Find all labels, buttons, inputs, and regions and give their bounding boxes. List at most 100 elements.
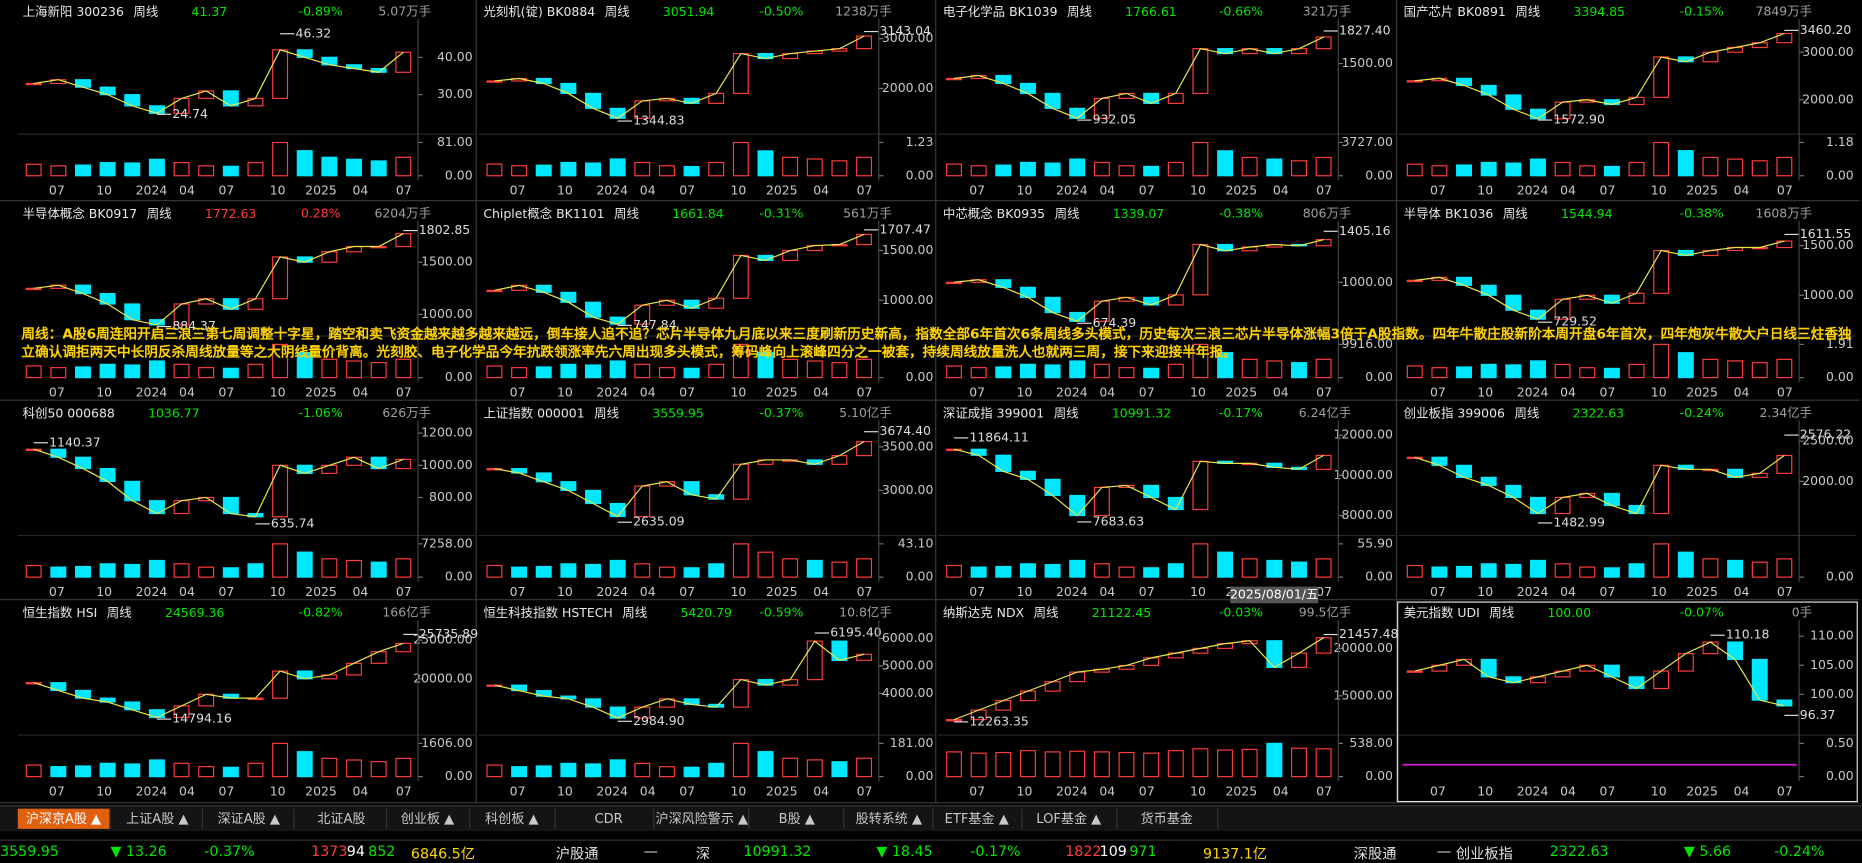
tab[interactable]: B股 ▲ [751,808,845,829]
x-tick-label: 10 [1190,385,1206,400]
x-tick-label: 07 [510,183,526,198]
tab[interactable]: 北证A股 [297,808,388,829]
status-item: — [1436,843,1452,860]
volume-bar [634,363,651,379]
tab[interactable]: LOF基金 ▲ [1021,808,1118,829]
status-item: 沪股通 [555,845,599,863]
candle [272,49,289,99]
low-label: 24.74 [172,106,208,121]
x-tick-label: 07 [510,784,526,799]
panel-period: 周线 [605,3,630,18]
volume-bar [1702,558,1719,578]
volume-bar [1727,360,1744,379]
volume-bar [198,367,215,379]
candle [946,719,962,722]
tab[interactable]: 科创板 ▲ [469,808,556,829]
panel-price: 3051.94 [663,3,715,18]
close-line [1414,454,1785,515]
y-tick-label: 1000.00 [421,457,473,472]
tab[interactable]: 货币基金 [1116,808,1219,829]
volume-tick-label: 0.00 [1365,369,1393,384]
candle [1266,640,1283,668]
volume-bar [1069,360,1086,379]
y-tick-label: 3000.00 [1802,44,1854,59]
candle [732,463,749,500]
candle [1554,496,1571,515]
candle [99,467,116,482]
tab[interactable]: CDR [564,808,655,829]
low-label: 884.37 [172,318,216,333]
tab[interactable]: 创业板 ▲ [386,808,471,829]
volume-bar [1677,352,1694,379]
candle [585,92,601,109]
volume-bar [1167,563,1184,578]
volume-bar [222,567,239,578]
x-tick-label: 07 [857,385,873,400]
high-label: 3460.20 [1800,22,1852,37]
x-tick-label: 10 [1651,784,1667,799]
candle [486,684,503,687]
close-line [33,233,404,326]
panel-change: -0.50% [759,3,803,18]
tab[interactable]: 沪深风险警示 ▲ [656,808,750,829]
volume-bar [1554,563,1571,578]
volume-bar [757,352,774,379]
y-tick-label: 25000.00 [413,632,472,647]
volume-bar [831,160,848,177]
volume-bar [370,362,387,379]
high-label: 25735.89 [419,626,478,641]
y-tick-label: 1000.00 [1341,274,1393,289]
panel-header: 恒生科技指数 HSTECH 周线 5420.79 [483,604,732,619]
volume-bar [1192,141,1209,177]
volume-bar [395,156,412,177]
x-tick-label: 2025 [1225,183,1257,198]
y-tick-label: 3500.00 [882,438,934,453]
candle [222,496,239,515]
x-tick-label: 04 [353,183,369,198]
x-tick-label: 10 [730,183,746,198]
x-tick-label: 04 [640,183,656,198]
tab[interactable]: ETF基金 ▲ [932,808,1023,829]
panel-change: -0.89% [299,3,343,18]
volume-bar [1751,160,1768,177]
candle [634,485,651,518]
volume-bar [634,762,651,778]
tab[interactable]: 股转系统 ▲ [846,808,934,829]
x-tick-label: 10 [730,584,746,599]
volume-bar [124,162,141,177]
tab[interactable]: 深证A股 ▲ [204,808,295,829]
panel-volume: 6204万手 [374,205,431,220]
volume-bar [370,561,387,578]
volume-bar [1529,360,1546,379]
x-tick-label: 07 [1430,183,1446,198]
candle [486,80,503,83]
x-tick-label: 2024 [1056,784,1088,799]
panel-name: 半导体 BK1036 [1404,205,1494,220]
volume-tick-label: 81.00 [437,134,473,149]
x-tick-label: 07 [857,183,873,198]
panel-price: 10991.32 [1112,405,1171,420]
volume-bar [1266,158,1283,177]
volume-bar [1751,362,1768,379]
volume-tick-label: 3727.00 [1341,134,1393,149]
close-line [1414,641,1785,707]
volume-bar [370,761,387,778]
tab[interactable]: 沪深京A股 ▲ [17,808,111,829]
x-tick-label: 2025 [1225,385,1257,400]
high-label: 1707.47 [879,221,931,236]
panel-header: 光刻机(锭) BK0884 周线 3051.94 [483,3,714,18]
volume-bar [831,561,848,578]
y-tick-label: 1000.00 [421,306,473,321]
status-item: 9137.1亿 [1202,845,1268,863]
x-tick-label: 04 [1560,784,1576,799]
y-tick-label: 2000.00 [1802,91,1854,106]
volume-bar [173,363,190,379]
volume-bar [247,762,264,778]
panel-change: -1.06% [299,405,343,420]
panel-volume: 5.10亿手 [839,405,892,420]
volume-bar [1044,563,1061,578]
close-line [33,642,404,719]
volume-bar [1093,751,1110,778]
panel-volume: 806万手 [1303,205,1352,220]
tab[interactable]: 上证A股 ▲ [113,808,204,829]
